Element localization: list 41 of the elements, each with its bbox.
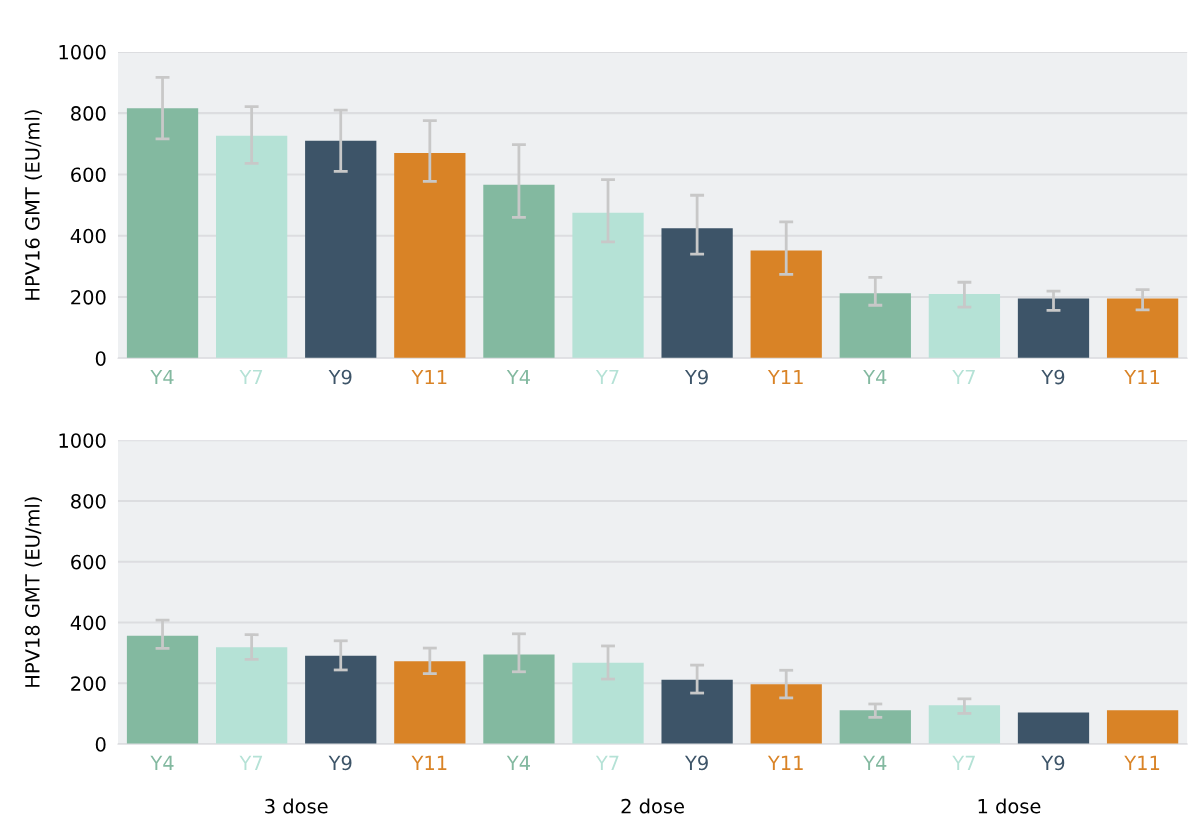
x-tick-label: Y4 [863,369,887,385]
y-tick-label: 400 [70,228,106,244]
x-tick-label: Y7 [952,755,975,770]
text: 3 dose [265,798,328,814]
x-tick-label: Y9 [684,755,708,771]
y-tick-label: 1000 [59,433,106,448]
y-axis-title: HPV16 GMT (EU/ml) [24,110,43,300]
y-tick-label: 600 [71,167,106,183]
x-tick-label: Y11 [767,755,803,770]
x-tick-label: Y11 [411,369,447,385]
x-tick-label: Y4 [150,755,174,770]
x-tick-label: Y4 [506,755,530,770]
y-tick-label: 0 [95,737,106,752]
x-tick-label: Y4 [506,369,530,385]
y-axis-title: HPV18 GMT (EU/ml) [24,497,43,687]
x-tick-label: Y11 [1124,755,1160,770]
y-tick-label: 400 [70,615,106,631]
x-tick-label: Y9 [1041,369,1065,385]
y-tick-label: 200 [71,289,106,305]
y-tick-label: 200 [71,676,106,691]
x-tick-label: Y7 [595,755,619,770]
y-tick-label: 800 [71,106,106,121]
x-tick-label: Y4 [863,755,887,770]
x-tick-label: Y7 [952,369,975,385]
x-tick-label: Y11 [1124,369,1160,385]
x-tick-label: Y7 [239,755,263,770]
x-tick-label: Y11 [411,755,447,770]
x-tick-label: Y9 [328,755,352,771]
x-tick-label: Y9 [684,369,708,385]
y-tick-label: 0 [95,351,106,366]
y-tick-label: 800 [71,493,106,509]
x-tick-label: Y9 [328,369,352,385]
text: 1 dose [978,798,1041,814]
x-tick-label: Y7 [239,369,263,385]
y-tick-label: 1000 [59,44,106,60]
x-tick-label: Y9 [1041,755,1065,771]
text: 2 dose [621,798,684,814]
x-tick-label: Y7 [595,369,619,385]
x-tick-label: Y4 [150,369,174,385]
x-tick-label: Y11 [767,369,803,385]
y-tick-label: 600 [71,554,106,570]
